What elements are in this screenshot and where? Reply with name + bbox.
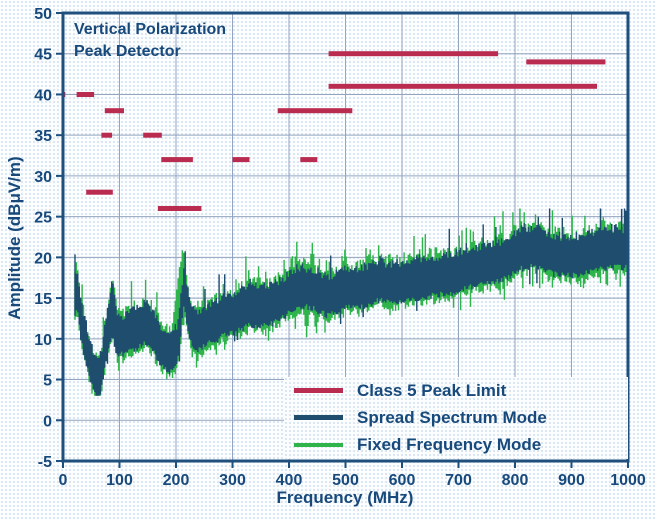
- trace-spread-spectrum-mode: [74, 208, 629, 396]
- y-tick-label: 10: [34, 332, 52, 349]
- legend-item-spread-spectrum-mode: Spread Spectrum Mode: [284, 405, 628, 431]
- x-tick-label: 300: [219, 472, 246, 489]
- limit-segment: [300, 157, 318, 163]
- legend-item-class5-peak-limit: Class 5 Peak Limit: [284, 378, 628, 404]
- x-tick-label: 100: [106, 472, 133, 489]
- limit-segment: [161, 157, 193, 163]
- x-tick-label: 600: [389, 472, 416, 489]
- y-tick-label: 30: [34, 169, 52, 186]
- class5-peak-limit-segments: [63, 51, 606, 211]
- limit-segment: [76, 92, 95, 97]
- chart-title: Vertical Polarization Peak Detector: [74, 19, 226, 63]
- limit-segment: [328, 51, 499, 57]
- y-axis-label: Amplitude (dBμV/m): [5, 156, 24, 320]
- x-tick-label: 700: [445, 472, 472, 489]
- limit-segment: [157, 206, 202, 211]
- chart-legend: Class 5 Peak Limit Spread Spectrum Mode …: [284, 377, 628, 459]
- plot-border: [61, 11, 630, 463]
- limit-segment: [232, 157, 250, 163]
- y-tick-label: 0: [43, 413, 52, 430]
- y-tick-label: -5: [38, 454, 52, 471]
- legend-label: Spread Spectrum Mode: [357, 407, 547, 427]
- chart-title-line1: Vertical Polarization: [74, 21, 227, 38]
- chart-title-line2: Peak Detector: [74, 43, 181, 60]
- class5-peak-limit-swatch: [294, 388, 343, 394]
- limit-segment: [86, 189, 113, 195]
- y-tick-label: 35: [34, 128, 52, 145]
- y-tick-label: 15: [34, 291, 52, 308]
- y-tick-label: 40: [34, 87, 52, 104]
- tick-labels: 0 100 200 300 400 500 600 700 800 900 1000 -5 0 5 10 15…: [34, 6, 646, 489]
- limit-segment: [143, 132, 162, 138]
- x-tick-label: 900: [558, 472, 585, 489]
- x-tick-label: 200: [163, 472, 190, 489]
- x-tick-label: 400: [276, 472, 303, 489]
- y-tick-label: 20: [34, 250, 52, 267]
- legend-label: Fixed Frequency Mode: [357, 435, 542, 455]
- limit-segment: [526, 59, 606, 65]
- fixed-frequency-mode-swatch: [294, 443, 343, 448]
- y-tick-label: 45: [34, 47, 52, 64]
- limit-segment: [277, 108, 353, 114]
- spread-spectrum-mode-swatch: [294, 415, 343, 421]
- x-axis-label: Frequency (MHz): [276, 488, 414, 507]
- limit-segment: [104, 108, 124, 114]
- legend-item-fixed-frequency-mode: Fixed Frequency Mode: [284, 432, 628, 458]
- y-tick-label: 5: [43, 373, 52, 390]
- y-tick-label: 25: [34, 210, 52, 227]
- x-tick-label: 800: [502, 472, 529, 489]
- axis-ticks: [56, 12, 629, 468]
- x-tick-label: 0: [59, 472, 68, 489]
- y-tick-label: 50: [34, 6, 52, 23]
- x-tick-label: 1000: [610, 472, 646, 489]
- x-tick-label: 500: [332, 472, 359, 489]
- legend-label: Class 5 Peak Limit: [357, 380, 507, 400]
- limit-segment: [328, 83, 597, 89]
- limit-segment: [101, 132, 113, 138]
